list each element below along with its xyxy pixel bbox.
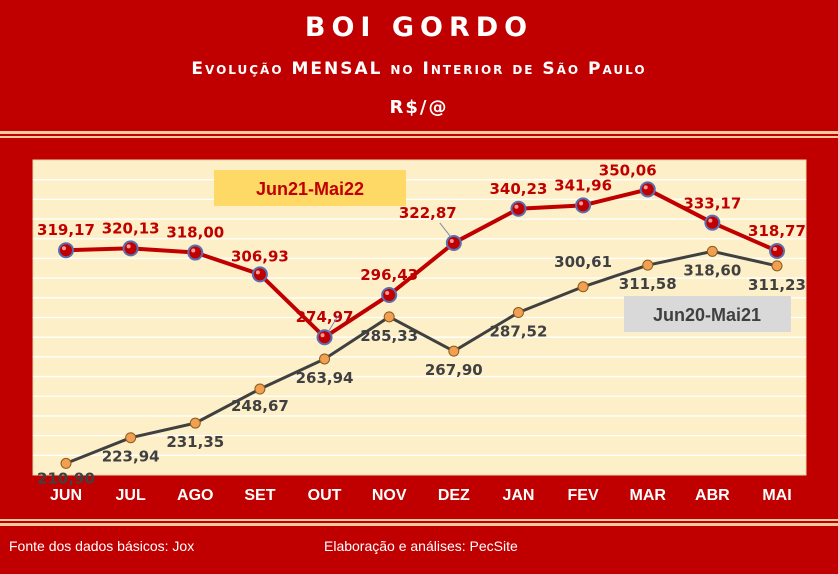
data-point [639,181,656,198]
data-point [319,353,331,365]
chart-title: BOI GORDO [304,12,534,43]
data-point [510,200,527,217]
x-tick-label: JUN [50,487,82,504]
chart-subtitle: Evolução MENSAL no Interior de São Paulo [191,59,647,79]
chart-unit: R$/@ [389,97,449,118]
data-point [58,242,74,259]
data-label: 319,17 [37,221,95,239]
data-label: 318,00 [166,224,224,242]
chart-area: 319,17 320,13 318,00 306,93 274,97 296,43 322,… [0,140,838,518]
elaboration-note: Elaboração e análises: PecSite [324,538,518,554]
data-label: 306,93 [231,247,289,265]
legend-box-new [214,170,406,206]
data-point [769,243,785,260]
top-divider-thin [0,136,838,138]
data-point-highlight [126,244,131,249]
data-point [448,345,460,357]
x-tick-label: DEZ [438,487,470,504]
data-point-highlight [385,290,390,295]
data-label: 285,33 [360,327,418,345]
line-chart: 319,17 320,13 318,00 306,93 274,97 296,43 322,… [32,159,807,504]
data-point-highlight [255,270,260,275]
data-point-highlight [62,246,66,251]
data-point-highlight [320,333,325,338]
data-label: 287,52 [490,323,548,341]
x-tick-label: ABR [695,487,730,504]
data-label: 231,35 [166,433,224,451]
x-tick-label: SET [244,487,275,504]
data-label: 318,60 [683,261,741,279]
data-label: 340,23 [490,180,548,198]
data-label: 296,43 [360,266,418,284]
data-label: 210,90 [37,469,95,487]
x-tick-label: JAN [502,487,534,504]
data-label: 248,67 [231,397,289,415]
legend-box-old [624,296,791,332]
data-point [60,457,72,469]
data-point-highlight [708,218,713,223]
source-note: Fonte dos dados básicos: Jox [9,538,195,554]
data-label: 341,96 [554,176,612,194]
data-point [381,286,398,303]
data-label: 322,87 [399,204,457,222]
legend-label-old: Jun20-Mai21 [653,305,761,325]
x-tick-label: MAR [630,487,667,504]
legend-label-new: Jun21-Mai22 [256,179,364,199]
series-line-1 [65,249,778,465]
x-tick-label: AGO [177,487,213,504]
data-point [251,266,268,283]
x-tick-label: MAI [762,487,791,504]
bottom-divider [0,523,838,526]
data-label: 263,94 [296,369,354,387]
label-leader [328,314,339,332]
series-line-0 [65,187,778,340]
data-label: 223,94 [102,448,160,466]
x-tick-label: JUL [116,487,146,504]
data-label: 300,61 [554,253,612,271]
data-label: 267,90 [425,361,483,379]
data-point-highlight [579,201,584,206]
bottom-divider-thin [0,519,838,521]
data-point [706,245,718,257]
data-label: 318,77 [748,222,806,240]
data-label: 311,23 [748,276,806,294]
data-label: 350,06 [599,161,657,179]
data-point-highlight [449,238,454,243]
x-tick-label: NOV [372,487,407,504]
data-point [187,244,204,261]
data-label: 274,97 [296,308,354,326]
x-tick-label: OUT [308,487,342,504]
data-point [125,432,137,444]
label-leader [439,222,452,238]
data-point-highlight [773,247,777,252]
data-point [383,311,395,323]
data-point [316,329,333,346]
top-divider [0,131,838,134]
data-point-highlight [191,248,196,253]
data-point [254,383,266,395]
data-point [189,417,201,429]
chart-footer: Fonte dos dados básicos: Jox Elaboração … [0,528,838,568]
data-label: 320,13 [102,219,160,237]
data-label: 311,58 [619,275,677,293]
data-point [575,197,592,214]
data-point [771,260,783,272]
data-point [577,281,589,293]
data-point-highlight [643,185,648,190]
data-point [704,214,721,231]
data-point [512,307,524,319]
x-tick-label: FEV [568,487,599,504]
data-point [445,234,462,251]
data-point [122,240,139,257]
data-point [642,259,654,271]
data-point-highlight [514,204,519,209]
chart-header: BOI GORDO Evolução MENSAL no Interior de… [0,0,838,130]
data-label: 333,17 [683,195,741,213]
